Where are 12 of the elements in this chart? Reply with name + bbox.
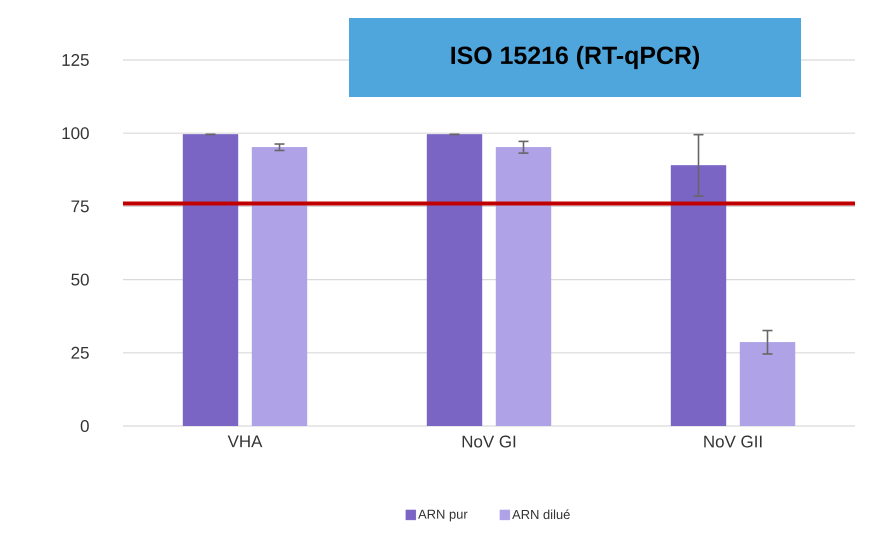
y-tick-label: 75 — [72, 200, 89, 212]
y-tick-label: 25 — [72, 346, 89, 359]
y-tick-label: 125 — [62, 54, 89, 66]
x-tick-label: VHA — [228, 436, 262, 448]
legend-label: ARN dilué — [512, 509, 570, 520]
y-tick-label: 100 — [62, 127, 89, 140]
y-tick-label: 50 — [71, 274, 89, 286]
y-tick-label: 0 — [80, 420, 89, 432]
x-tick-label: NoV GII — [704, 436, 762, 448]
chart-title: ISO 15216 (RT-qPCR) — [451, 46, 700, 70]
legend-label: ARN pur — [418, 510, 468, 522]
x-tick-label: NoV GI — [462, 436, 516, 448]
